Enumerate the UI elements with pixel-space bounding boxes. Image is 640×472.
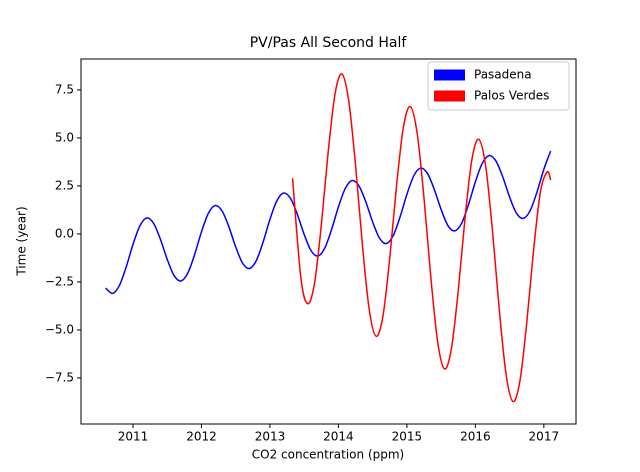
y-tick-label: 5.0 [55, 130, 74, 144]
series-line [291, 73, 552, 403]
chart-title: PV/Pas All Second Half [250, 35, 408, 51]
plot-frame [80, 58, 577, 425]
y-tick-label: 0.0 [55, 226, 74, 240]
legend-swatch [434, 69, 465, 81]
x-tick-label: 2012 [186, 430, 217, 444]
legend-swatch [434, 90, 465, 102]
y-tick-label: 7.5 [55, 82, 74, 96]
legend-label: Palos Verdes [474, 89, 549, 103]
y-tick-label: −2.5 [45, 274, 74, 288]
y-tick-label: −5.0 [45, 322, 74, 336]
x-axis-label: CO2 concentration (ppm) [252, 448, 404, 462]
legend-label: Pasadena [474, 68, 532, 82]
x-tick-label: 2015 [392, 430, 423, 444]
series-line [105, 150, 552, 295]
x-tick-label: 2013 [255, 430, 286, 444]
y-tick-label: −7.5 [45, 370, 74, 384]
y-tick-label: 2.5 [55, 178, 74, 192]
y-axis-label: Time (year) [15, 206, 29, 276]
x-tick-label: 2011 [118, 430, 149, 444]
x-tick-label: 2017 [529, 430, 560, 444]
x-tick-label: 2014 [323, 430, 354, 444]
x-tick-label: 2016 [460, 430, 491, 444]
